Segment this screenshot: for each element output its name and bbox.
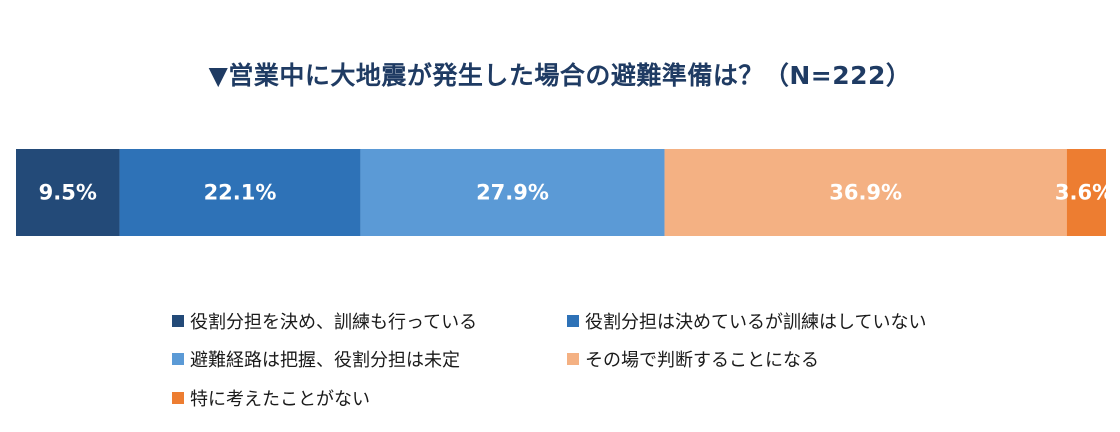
legend-swatch [172,392,184,404]
legend-swatch [567,353,579,365]
bar-segment-4 [664,149,1067,236]
legend-swatch [172,315,184,327]
legend-item-2: 役割分担は決めているが訓練はしていない [567,308,926,334]
chart-title: ▼営業中に大地震が発生した場合の避難準備は？（N=222） [208,61,912,90]
legend-item-1: 役割分担を決め、訓練も行っている [172,308,477,334]
data-label-2: 22.1% [204,181,277,205]
legend-label: 特に考えたことがない [190,389,370,410]
data-label-5: 3.6% [1055,181,1113,205]
legend-swatch [172,353,184,365]
legend-item-5: 特に考えたことがない [172,385,370,411]
data-label-3: 27.9% [476,181,549,205]
bar-segment-3 [360,149,665,236]
bar-segment-5 [1066,149,1106,236]
legend-label: その場で判断することになる [585,350,819,371]
data-label-4: 36.9% [829,181,902,205]
legend-item-4: その場で判断することになる [567,346,819,372]
legend-label: 役割分担は決めているが訓練はしていない [585,312,927,333]
legend-item-3: 避難経路は把握、役割分担は未定 [172,346,460,372]
bar-segment-1 [16,149,120,236]
bar-segment-2 [119,149,361,236]
legend-swatch [567,315,579,327]
legend-label: 役割分担を決め、訓練も行っている [190,312,478,333]
data-label-1: 9.5% [39,181,97,205]
legend-label: 避難経路は把握、役割分担は未定 [190,350,460,371]
